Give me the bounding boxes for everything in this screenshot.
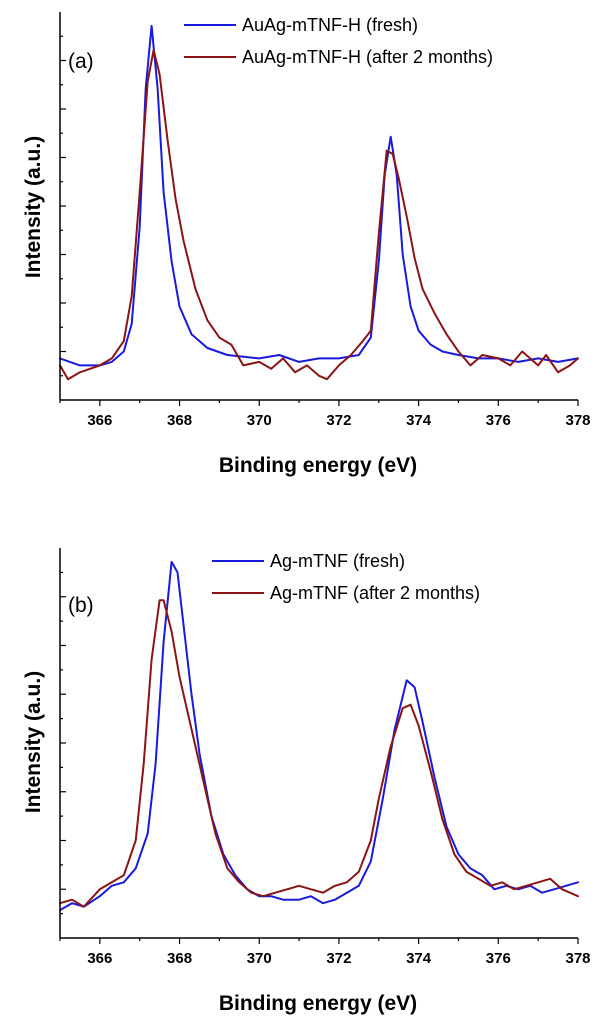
panel-b: 366 368 370 372 374 376 378 (b) Ag-mTNF (fresh…: [22, 548, 591, 1015]
series-layer-b: [59, 560, 579, 912]
x-tick-label-b-374: 374: [406, 950, 432, 967]
series-layer-a: [59, 24, 579, 381]
x-tick-label-b-376: 376: [486, 950, 511, 967]
series-line-a-aged: [59, 49, 579, 381]
legend-a: AuAg-mTNF-H (fresh) AuAg-mTNF-H (after 2…: [184, 15, 493, 67]
x-axis-title-b: Binding energy (eV): [219, 992, 417, 1015]
x-tick-label-a-372: 372: [326, 412, 351, 429]
x-tick-label-a-378: 378: [565, 412, 590, 429]
legend-label-a-fresh: AuAg-mTNF-H (fresh): [242, 15, 418, 35]
legend-label-a-aged: AuAg-mTNF-H (after 2 months): [242, 47, 493, 67]
axes-b: 366 368 370 372 374 376 378: [59, 548, 591, 967]
x-axis-title-a: Binding energy (eV): [219, 454, 417, 477]
x-tick-label-a-368: 368: [167, 412, 192, 429]
y-axis-title-b: Intensity (a.u.): [22, 671, 45, 813]
series-line-b-aged: [59, 599, 579, 908]
x-tick-label-a-374: 374: [406, 412, 432, 429]
x-tick-label-b-370: 370: [247, 950, 272, 967]
panel-label-b: (b): [68, 594, 94, 617]
series-line-b-fresh: [59, 560, 579, 912]
legend-label-b-aged: Ag-mTNF (after 2 months): [270, 583, 480, 603]
x-tick-label-a-366: 366: [87, 412, 112, 429]
x-tick-label-b-378: 378: [565, 950, 590, 967]
x-tick-label-b-368: 368: [167, 950, 192, 967]
x-tick-label-b-366: 366: [87, 950, 112, 967]
y-axis-title-a: Intensity (a.u.): [22, 136, 45, 278]
panel-a: 366 368 370 372 374 376 378 (a) AuAg-mTNF-H (f…: [22, 12, 591, 477]
axes-a: 366 368 370 372 374 376 378: [59, 12, 591, 429]
x-tick-label-a-370: 370: [247, 412, 272, 429]
legend-label-b-fresh: Ag-mTNF (fresh): [270, 551, 405, 571]
x-tick-label-a-376: 376: [486, 412, 511, 429]
series-line-a-fresh: [59, 24, 579, 367]
x-tick-label-b-372: 372: [326, 950, 351, 967]
legend-b: Ag-mTNF (fresh) Ag-mTNF (after 2 months): [212, 551, 480, 603]
panel-label-a: (a): [68, 50, 94, 73]
